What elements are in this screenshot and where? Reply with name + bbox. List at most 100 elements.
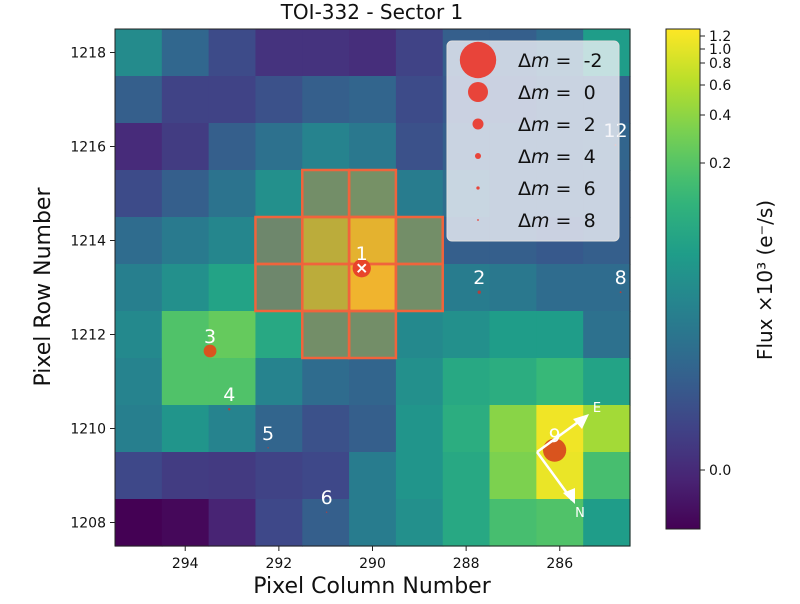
heatmap-cell	[161, 311, 210, 359]
legend-marker	[474, 152, 482, 160]
heatmap-cell	[115, 358, 163, 406]
heatmap-cell	[208, 405, 257, 453]
heatmap-cell	[349, 452, 397, 500]
heatmap-cell	[115, 499, 163, 547]
heatmap-cell	[255, 170, 303, 218]
aperture-pixel	[347, 168, 398, 219]
compass-east-label: E	[593, 401, 601, 416]
heatmap-cell	[302, 264, 350, 312]
legend-marker	[459, 41, 497, 79]
compass: EN	[535, 401, 601, 521]
heatmap-cell	[302, 217, 350, 265]
heatmap-cell	[395, 358, 444, 406]
heatmap-cell	[208, 170, 257, 218]
heatmap-cell	[349, 499, 397, 547]
heatmap-cell	[302, 499, 350, 547]
aperture-mask	[254, 168, 444, 360]
heatmap-cell	[489, 311, 537, 359]
aperture-pixel	[254, 215, 304, 266]
heatmap-cell	[395, 170, 444, 218]
colorbar-tick-label: 0.2	[709, 156, 731, 172]
heatmap-cell	[395, 264, 444, 312]
colorbar-tick-label: 0.0	[709, 463, 731, 479]
legend-entry: Δm = -2	[518, 50, 603, 72]
heatmap-cell	[489, 264, 537, 312]
y-tick-label: 1214	[70, 234, 106, 250]
heatmap-cell	[255, 217, 303, 265]
star-marker	[228, 407, 231, 411]
legend-box	[446, 40, 620, 242]
y-tick-label: 1218	[70, 46, 106, 62]
y-tick-label: 1212	[70, 328, 106, 344]
heatmap-cell	[349, 29, 397, 77]
heatmap-cell	[489, 358, 537, 406]
colorbar-label: Flux ×10³ (e⁻/s)	[753, 200, 777, 360]
heatmap-cell	[208, 76, 257, 124]
heatmap-cell	[255, 123, 303, 171]
heatmap-cell	[161, 76, 210, 124]
colorbar-tick-label: 0.8	[709, 56, 731, 72]
heatmap-cell	[208, 123, 257, 171]
heatmap-cell	[115, 452, 163, 500]
legend-entry: Δm = 6	[518, 178, 596, 200]
heatmap-cell	[395, 311, 444, 359]
heatmap-cell	[115, 29, 163, 77]
heatmap-cell	[255, 452, 303, 500]
legend-entry: Δm = 0	[518, 82, 596, 104]
heatmap-cell	[161, 29, 210, 77]
x-tick-label: 286	[546, 556, 573, 572]
heatmap-cell	[442, 452, 491, 500]
x-tick-label: 292	[265, 556, 292, 572]
aperture-pixel	[394, 215, 444, 266]
aperture-pixel	[254, 262, 304, 313]
heatmap-cell	[302, 358, 350, 406]
heatmap-cell	[302, 29, 350, 77]
heatmap-cell	[349, 405, 397, 453]
heatmap-cell	[161, 405, 210, 453]
heatmap-cell	[536, 264, 584, 312]
legend-entry: Δm = 4	[518, 146, 596, 168]
heatmap-cell	[208, 358, 257, 406]
heatmap-cell	[255, 29, 303, 77]
heatmap-cell	[442, 405, 491, 453]
y-tick-label: 1210	[70, 422, 106, 438]
east-arrowhead-icon	[573, 414, 589, 429]
heatmap-cell	[161, 123, 210, 171]
x-axis: 294 292 290 288 286	[172, 546, 573, 572]
star-label: 4	[223, 384, 235, 406]
heatmap-cell	[255, 499, 303, 547]
star-marker	[203, 344, 217, 358]
colorbar-ticks: 0.0 0.2 0.4 0.6 0.81.01.2	[700, 29, 731, 479]
heatmap-cell	[442, 499, 491, 547]
star-label: 6	[321, 487, 333, 509]
legend-entry: Δm = 2	[518, 114, 596, 136]
legend-marker	[468, 82, 488, 102]
heatmap-cell	[536, 311, 584, 359]
y-axis-label: Pixel Row Number	[31, 187, 56, 387]
aperture-pixel	[301, 309, 351, 360]
heatmap-cell	[442, 264, 491, 312]
heatmap-cell	[115, 405, 163, 453]
heatmap-cell	[489, 452, 537, 500]
heatmap-cell	[349, 217, 397, 265]
heatmap-cell	[489, 499, 537, 547]
heatmap-cell	[161, 170, 210, 218]
heatmap-cell	[536, 358, 584, 406]
heatmap-cell	[349, 170, 397, 218]
heatmap-cell	[208, 499, 257, 547]
heatmap-cell	[395, 405, 444, 453]
heatmap-cell	[302, 123, 350, 171]
y-tick-label: 1208	[70, 516, 106, 532]
star-label: 2	[473, 267, 485, 289]
star-label: 1	[356, 243, 368, 265]
heatmap-cell	[583, 264, 631, 312]
heatmap-cell	[395, 123, 444, 171]
heatmap-cell	[395, 499, 444, 547]
chart-title: TOI-332 - Sector 1	[280, 0, 464, 24]
heatmap-cell	[208, 452, 257, 500]
heatmap-cell	[442, 358, 491, 406]
legend-marker	[476, 186, 480, 190]
heatmap-cell	[161, 499, 210, 547]
heatmap-cell	[255, 405, 303, 453]
star-label: 3	[204, 326, 216, 348]
